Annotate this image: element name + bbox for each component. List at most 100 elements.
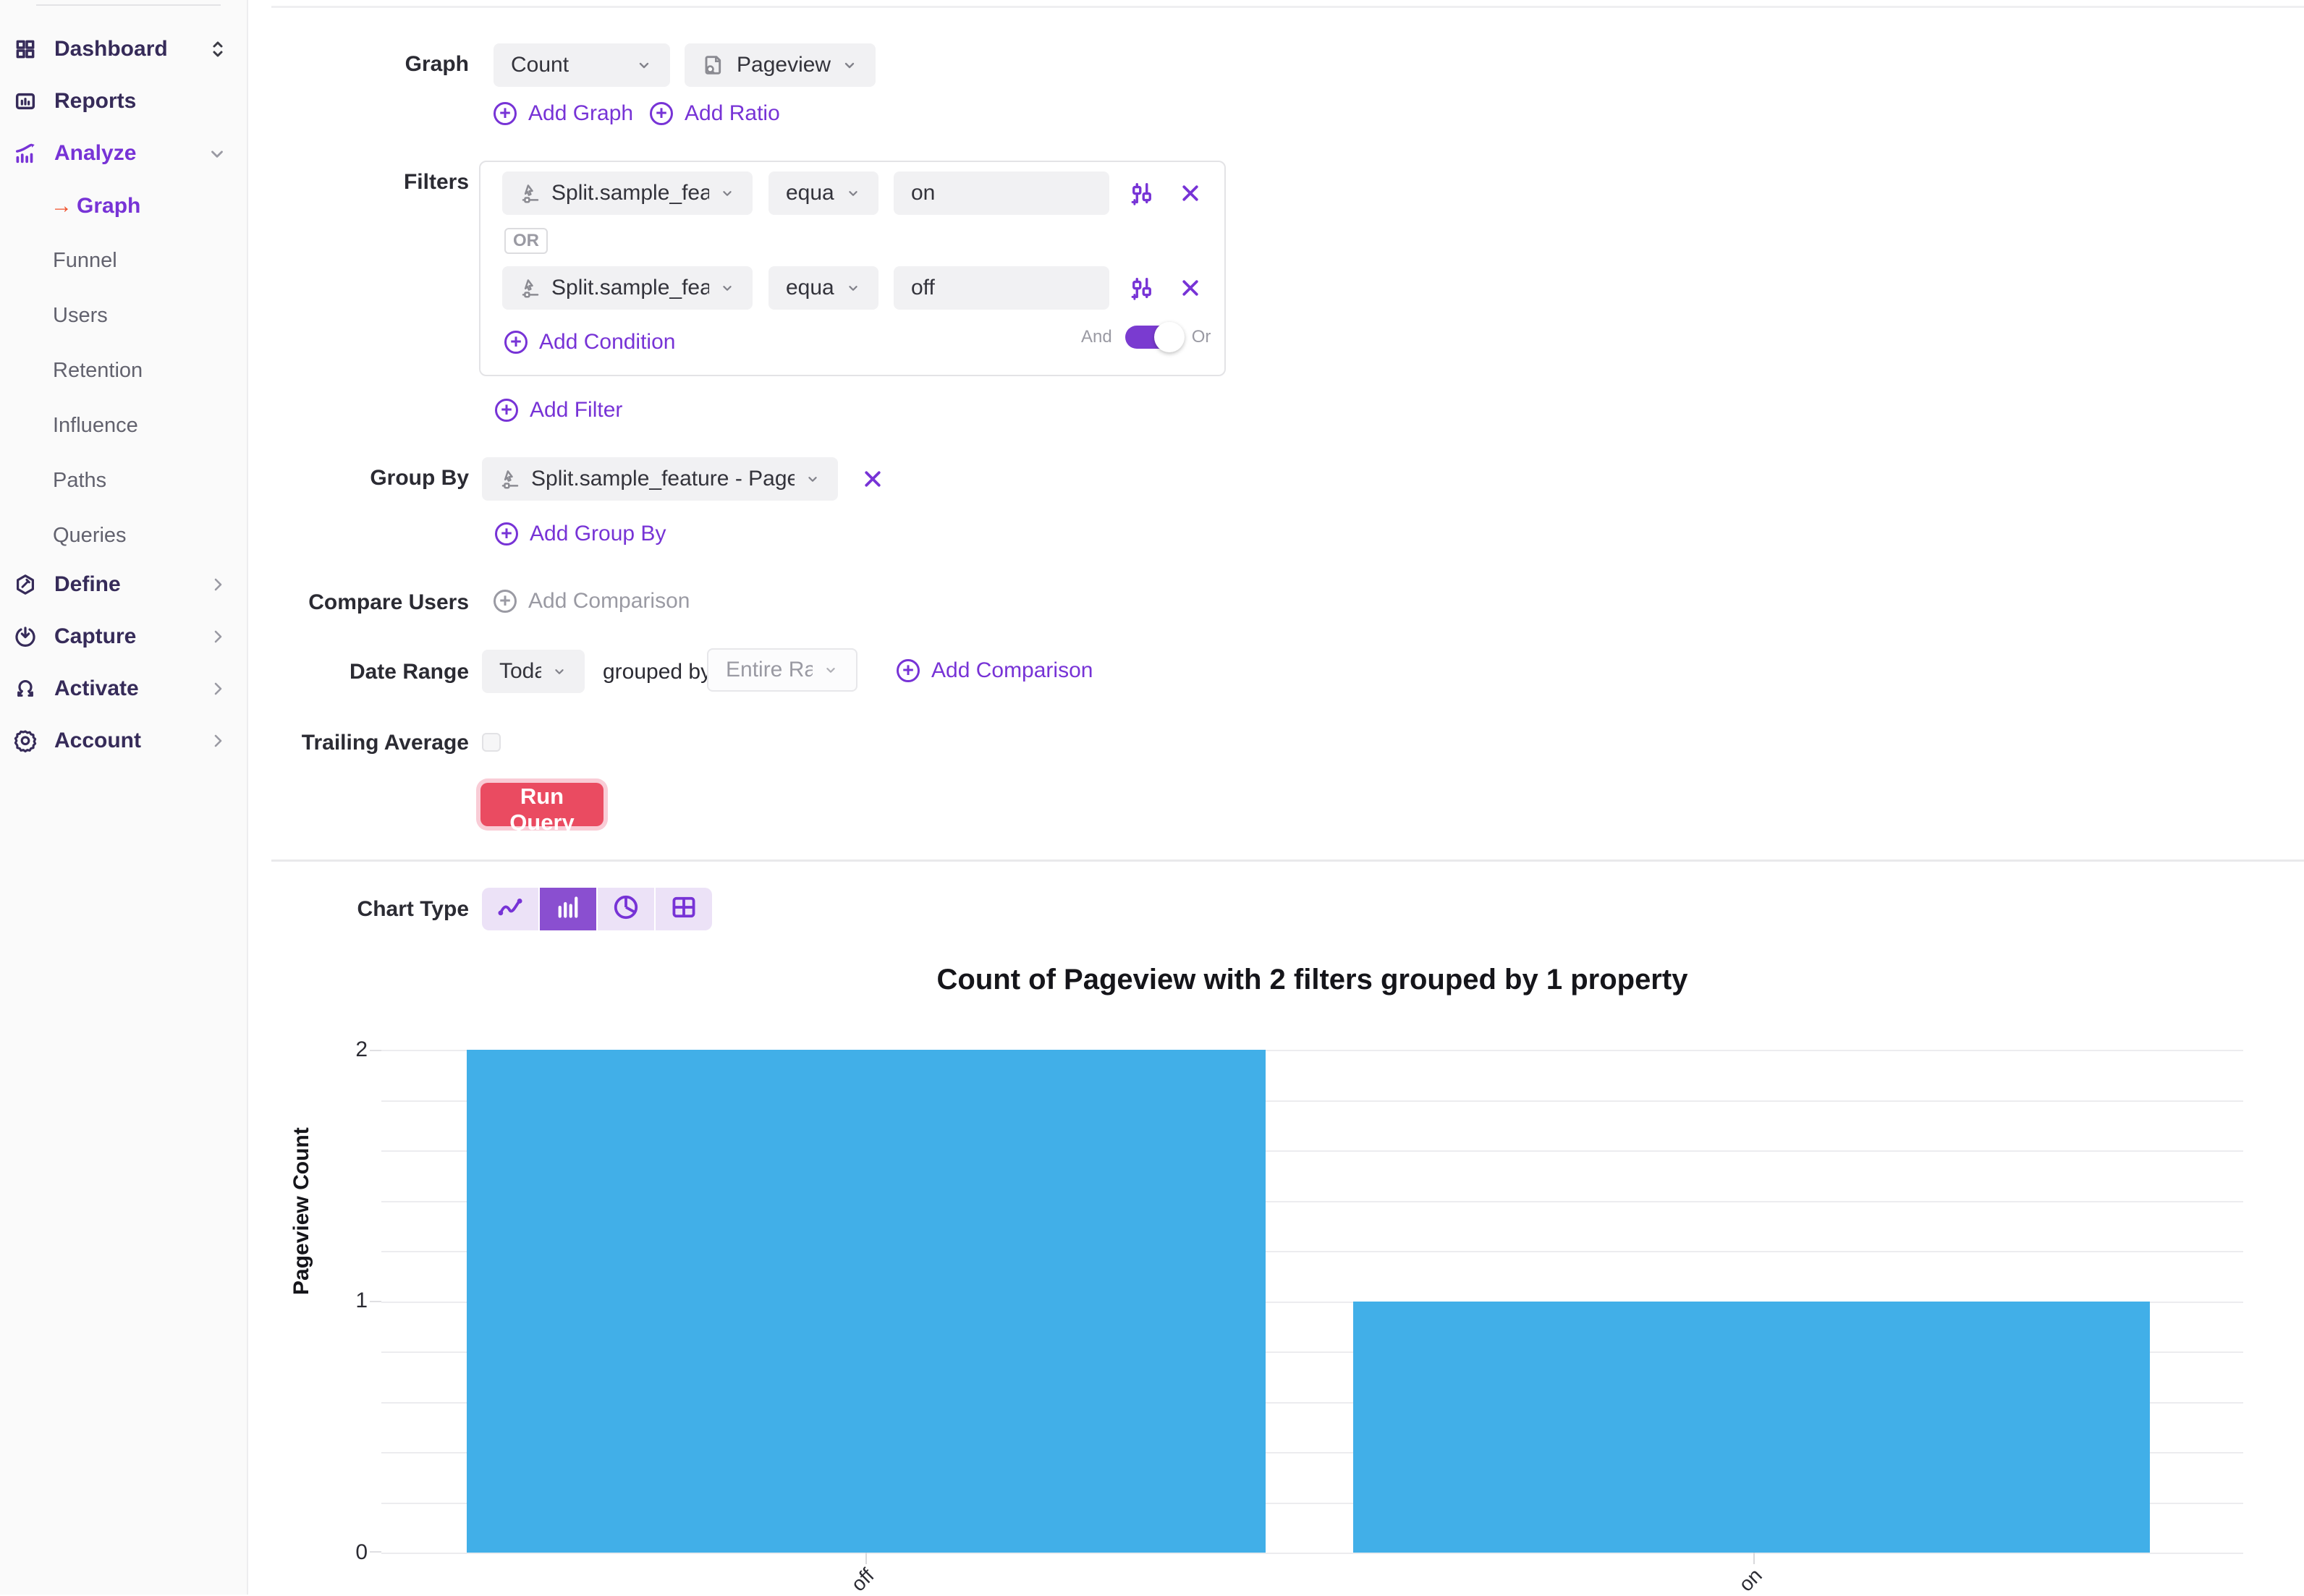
sidebar-item-paths[interactable]: Paths <box>0 457 247 504</box>
gridline <box>381 1150 2243 1152</box>
sidebar-item-label: Graph <box>77 194 141 218</box>
bar-on[interactable] <box>1353 1301 2151 1553</box>
sidebar-item-retention[interactable]: Retention <box>0 347 247 394</box>
plus-circle-icon: + <box>650 102 673 125</box>
chevron-down-icon <box>805 471 821 487</box>
sidebar-item-label: Influence <box>53 413 138 437</box>
chevron-down-icon <box>845 280 861 296</box>
date-range-label: Date Range <box>349 660 469 684</box>
event-value: Pageview <box>737 53 831 77</box>
section-divider <box>271 859 2304 862</box>
date-range-value: Today <box>499 659 541 683</box>
top-divider <box>271 6 2304 8</box>
add-condition-button[interactable]: + Add Condition <box>504 330 675 355</box>
chart-type-pie-button[interactable] <box>598 888 654 930</box>
filter-property-dropdown[interactable]: Split.sample_feature <box>502 171 753 215</box>
group-by-dropdown[interactable]: Split.sample_feature - Pageview <box>482 457 838 501</box>
remove-group-by-button[interactable] <box>858 464 887 493</box>
y-tick-label: 2 <box>355 1037 368 1061</box>
chart-type-bar-button[interactable] <box>540 888 596 930</box>
bar-off[interactable] <box>467 1050 1266 1553</box>
activate-icon <box>13 676 38 701</box>
sidebar-item-queries[interactable]: Queries <box>0 512 247 559</box>
sidebar-item-label: Reports <box>54 89 137 113</box>
gridline <box>381 1452 2243 1453</box>
granularity-dropdown[interactable]: Entire Range <box>707 648 857 692</box>
compare-users-label: Compare Users <box>308 590 469 614</box>
gridline <box>381 1502 2243 1504</box>
add-filter-button[interactable]: + Add Filter <box>495 398 622 423</box>
sidebar-item-influence[interactable]: Influence <box>0 402 247 449</box>
filters-label: Filters <box>403 170 469 194</box>
sidebar-item-label: Account <box>54 729 141 752</box>
date-range-dropdown[interactable]: Today <box>482 650 585 693</box>
sidebar-item-analyze[interactable]: Analyze <box>0 130 247 177</box>
add-graph-button[interactable]: + Add Graph <box>494 101 633 126</box>
plus-circle-icon: + <box>504 331 528 354</box>
chevron-down-icon <box>841 56 858 74</box>
y-axis-tick <box>370 1301 381 1302</box>
sidebar: Dashboard Reports Analyze → Graph Funnel… <box>0 0 248 1595</box>
add-comparison-button[interactable]: + Add Comparison <box>897 658 1093 683</box>
pageview-icon <box>702 54 725 77</box>
filter-property-value: Split.sample_feature <box>551 276 709 300</box>
sidebar-item-define[interactable]: Define <box>0 561 247 608</box>
sidebar-item-label: Dashboard <box>54 37 168 61</box>
sidebar-item-label: Capture <box>54 624 137 648</box>
filter-operator-dropdown[interactable]: equals <box>768 171 878 215</box>
sidebar-item-account[interactable]: Account <box>0 718 247 764</box>
add-condition-label: Add Condition <box>539 330 676 354</box>
chevron-down-icon <box>208 144 226 163</box>
gridline <box>381 1050 2243 1051</box>
sidebar-top-divider <box>36 4 221 6</box>
gridline <box>381 1401 2243 1404</box>
sidebar-item-activate[interactable]: Activate <box>0 666 247 712</box>
capture-icon <box>13 624 38 649</box>
sidebar-item-funnel[interactable]: Funnel <box>0 237 247 284</box>
add-comparison-disabled-button[interactable]: + Add Comparison <box>494 589 690 614</box>
bar-chart-icon <box>554 894 583 924</box>
y-tick-label: 1 <box>355 1289 368 1312</box>
add-group-by-label: Add Group By <box>530 522 666 546</box>
group-by-label: Group By <box>370 466 469 490</box>
run-query-button[interactable]: Run Query <box>480 783 603 835</box>
filter-settings-icon[interactable] <box>1127 273 1156 302</box>
sidebar-item-reports[interactable]: Reports <box>0 78 247 124</box>
plus-circle-icon: + <box>494 590 517 613</box>
filter-property-dropdown[interactable]: Split.sample_feature <box>502 266 753 310</box>
sidebar-item-users[interactable]: Users <box>0 292 247 339</box>
filter-value-input[interactable] <box>894 171 1109 215</box>
gridline <box>381 1351 2243 1353</box>
y-axis-tick <box>370 1551 381 1553</box>
line-chart-icon <box>495 895 525 923</box>
sidebar-item-dashboard[interactable]: Dashboard <box>0 26 247 72</box>
sidebar-item-graph[interactable]: → Graph <box>0 183 247 229</box>
chart-type-line-button[interactable] <box>482 888 538 930</box>
trailing-average-checkbox[interactable] <box>482 733 501 752</box>
define-icon <box>13 572 38 597</box>
pie-chart-icon <box>612 893 640 925</box>
sidebar-item-capture[interactable]: Capture <box>0 614 247 660</box>
and-label: And <box>1081 327 1112 347</box>
chevron-right-icon <box>209 576 226 593</box>
metric-dropdown[interactable]: Count <box>494 43 670 87</box>
filter-value-input[interactable] <box>894 266 1109 310</box>
event-dropdown[interactable]: Pageview <box>685 43 876 87</box>
group-by-value: Split.sample_feature - Pageview <box>531 467 795 491</box>
x-axis-tick <box>865 1553 867 1564</box>
chart-type-table-button[interactable] <box>656 888 712 930</box>
remove-filter-button[interactable] <box>1176 179 1205 208</box>
add-ratio-button[interactable]: + Add Ratio <box>650 101 780 126</box>
table-icon <box>670 894 698 924</box>
and-or-toggle[interactable] <box>1125 322 1185 352</box>
or-badge: OR <box>504 228 548 254</box>
metric-value: Count <box>511 53 569 77</box>
add-comparison-label: Add Comparison <box>931 658 1093 682</box>
add-group-by-button[interactable]: + Add Group By <box>495 522 666 546</box>
filter-settings-icon[interactable] <box>1127 179 1156 208</box>
remove-filter-button[interactable] <box>1176 273 1205 302</box>
gridline <box>381 1200 2243 1202</box>
filter-operator-dropdown[interactable]: equals <box>768 266 878 310</box>
chevron-down-icon <box>635 56 653 74</box>
gridline <box>381 1301 2243 1303</box>
